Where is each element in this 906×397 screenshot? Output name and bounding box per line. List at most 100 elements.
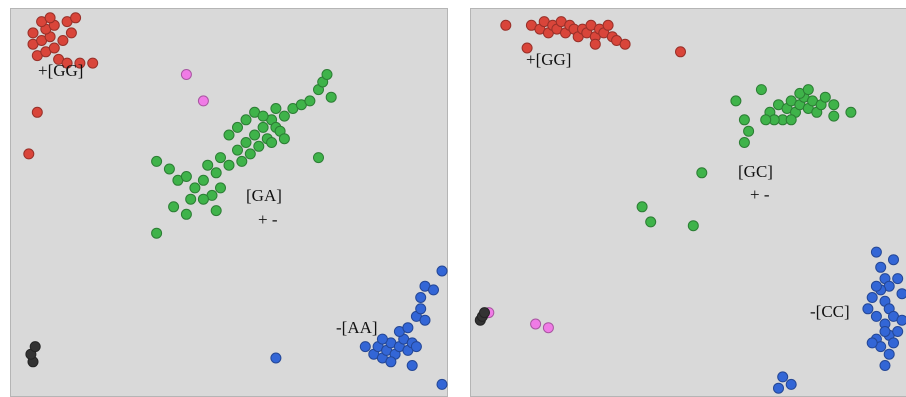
point-black — [29, 341, 41, 353]
point-aa — [359, 341, 371, 353]
point-aa — [376, 333, 388, 345]
point-ga — [168, 201, 180, 213]
point-cc — [866, 292, 878, 303]
point-cc — [892, 273, 904, 285]
point-gc — [696, 167, 708, 179]
point-gg — [27, 27, 39, 39]
point-ga — [197, 193, 209, 205]
point-gc — [828, 99, 840, 111]
point-aa — [428, 284, 439, 296]
point-ga — [244, 148, 256, 160]
plot-area-right — [470, 8, 906, 397]
point-aa — [415, 303, 427, 315]
scatter-panel-left: +[GG] [GA] + - -[AA] — [10, 8, 448, 397]
label-aa: -[AA] — [336, 318, 378, 337]
point-magenta — [197, 95, 209, 107]
point-ga — [232, 144, 243, 156]
point-gg — [65, 27, 77, 39]
point-gg — [602, 19, 614, 31]
point-gg — [74, 57, 86, 69]
point-gc — [636, 201, 648, 213]
point-ga — [215, 152, 226, 164]
point-cc — [870, 310, 882, 322]
label-gg-left: +[GG] — [38, 61, 83, 80]
point-gc — [845, 106, 857, 118]
point-gc — [819, 91, 831, 103]
point-ga — [313, 152, 324, 164]
point-cc — [862, 303, 874, 315]
point-cc — [883, 348, 895, 360]
point-ga — [180, 171, 192, 182]
points-right — [474, 16, 906, 394]
point-gg — [31, 106, 43, 118]
point-magenta — [542, 322, 554, 334]
point-cc — [866, 337, 878, 349]
point-aa — [436, 265, 448, 277]
point-cc — [773, 382, 784, 394]
point-ga — [223, 159, 235, 171]
point-ga — [223, 129, 235, 141]
point-ga — [236, 155, 248, 167]
point-gg — [44, 12, 56, 24]
point-ga — [210, 167, 222, 179]
point-ga — [270, 103, 282, 114]
point-ga — [210, 205, 222, 217]
point-gg — [61, 57, 73, 69]
point-cc — [888, 254, 899, 266]
point-ga — [240, 137, 252, 148]
point-gg — [23, 148, 35, 160]
point-cc — [896, 314, 906, 326]
point-aa — [270, 352, 282, 364]
label-ga: [GA] — [246, 186, 282, 205]
point-cc — [870, 280, 882, 292]
label-gg-right: +[GG] — [526, 50, 571, 69]
point-ga — [325, 91, 337, 103]
point-ga — [240, 114, 252, 126]
point-cc — [879, 326, 891, 337]
points-left — [23, 12, 448, 390]
point-gg — [87, 57, 99, 69]
point-ga — [304, 95, 316, 107]
point-gg — [57, 35, 69, 46]
point-ga — [202, 159, 214, 171]
label-cc: -[CC] — [810, 302, 850, 321]
point-gc — [760, 114, 772, 126]
point-gc — [687, 220, 699, 232]
point-cc — [879, 360, 891, 371]
point-gc — [738, 137, 750, 148]
point-gc — [645, 216, 657, 228]
point-gg — [675, 46, 686, 58]
point-gc — [785, 114, 797, 126]
scatter-plot-left: +[GG] [GA] + - -[AA] — [10, 8, 448, 397]
point-cc — [777, 371, 789, 383]
point-gg — [589, 38, 601, 50]
point-aa — [415, 292, 427, 303]
point-ga — [253, 140, 265, 152]
point-ga — [257, 121, 269, 133]
point-aa — [402, 322, 414, 334]
point-ga — [215, 182, 226, 194]
point-gg — [521, 42, 533, 54]
point-ga — [163, 163, 175, 175]
point-black — [479, 307, 490, 319]
point-aa — [385, 356, 397, 368]
point-cc — [870, 246, 882, 258]
point-ga — [278, 133, 290, 145]
point-ga — [249, 129, 261, 141]
scatter-plot-right: +[GG] [GC] + - -[CC] — [470, 8, 906, 397]
point-magenta — [180, 69, 192, 80]
label-gc-sign: + - — [750, 185, 770, 204]
point-ga — [266, 137, 278, 148]
point-gg — [70, 12, 82, 24]
point-gg — [619, 38, 631, 50]
plot-area-left — [10, 8, 448, 397]
point-ga — [180, 208, 192, 220]
point-cc — [785, 378, 797, 390]
point-ga — [189, 182, 201, 194]
point-magenta — [530, 318, 542, 330]
point-gg — [500, 19, 512, 31]
point-ga — [151, 227, 163, 239]
point-aa — [410, 341, 422, 353]
point-cc — [888, 337, 899, 349]
point-cc — [875, 261, 887, 273]
